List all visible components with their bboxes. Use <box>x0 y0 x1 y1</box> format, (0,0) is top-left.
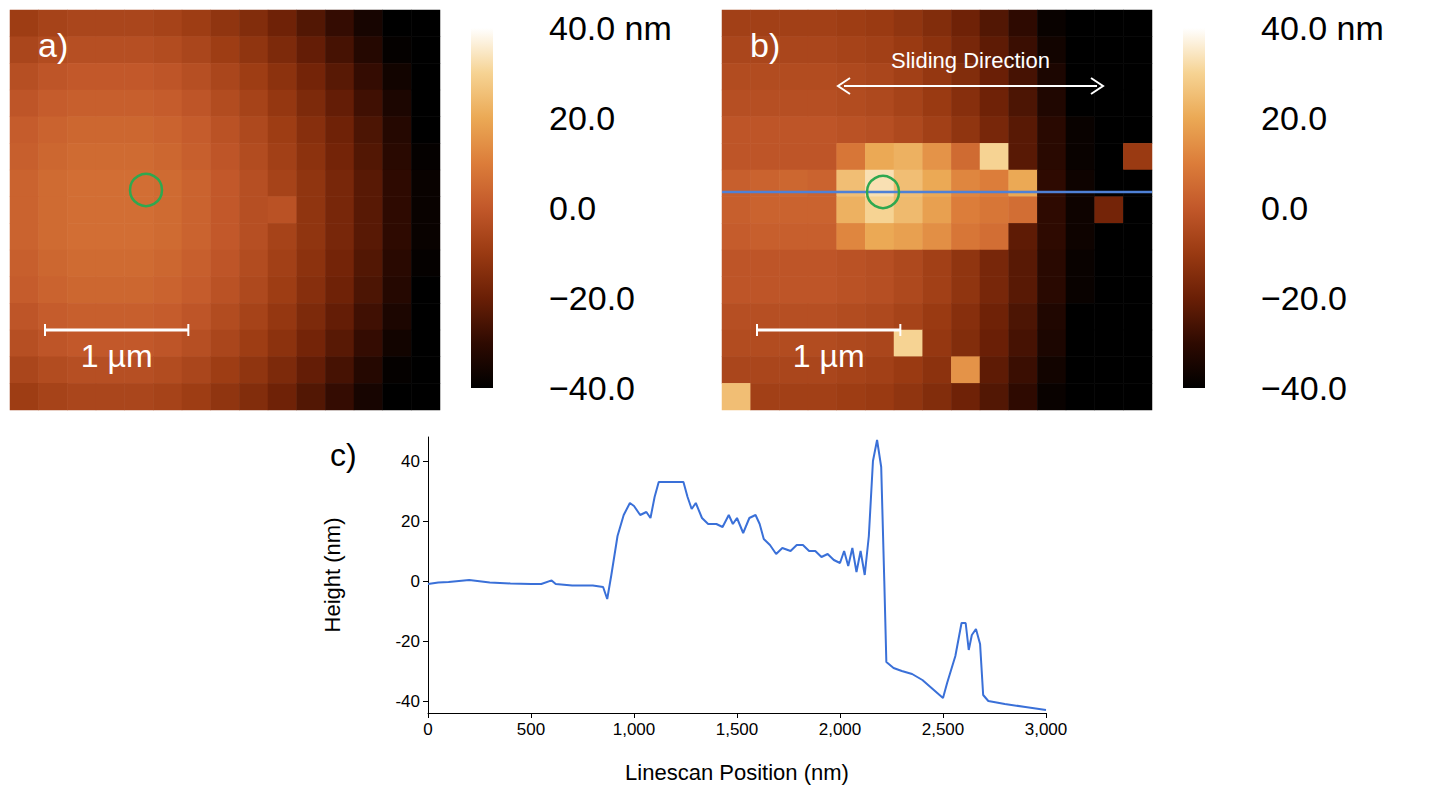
svg-text:0: 0 <box>411 572 420 591</box>
svg-text:Linescan Position (nm): Linescan Position (nm) <box>625 760 849 785</box>
svg-text:-20: -20 <box>395 632 420 651</box>
svg-text:40: 40 <box>401 452 420 471</box>
svg-text:c): c) <box>330 437 357 473</box>
svg-text:Sliding Direction: Sliding Direction <box>891 48 1050 73</box>
svg-text:3,000: 3,000 <box>1025 720 1068 739</box>
svg-text:0.0: 0.0 <box>1261 189 1308 227</box>
svg-text:1,500: 1,500 <box>716 720 759 739</box>
svg-text:0: 0 <box>423 720 432 739</box>
svg-text:0.0: 0.0 <box>549 189 596 227</box>
svg-text:40.0 nm: 40.0 nm <box>549 9 672 47</box>
svg-text:-40: -40 <box>395 692 420 711</box>
svg-text:Height (nm): Height (nm) <box>320 518 345 633</box>
svg-text:2,000: 2,000 <box>819 720 862 739</box>
svg-text:20.0: 20.0 <box>549 99 615 137</box>
svg-text:1 µm: 1 µm <box>793 338 865 374</box>
svg-text:−40.0: −40.0 <box>549 369 635 407</box>
svg-text:a): a) <box>38 26 68 64</box>
svg-text:1,000: 1,000 <box>613 720 656 739</box>
svg-text:−20.0: −20.0 <box>549 279 635 317</box>
svg-text:500: 500 <box>517 720 545 739</box>
svg-text:20.0: 20.0 <box>1261 99 1327 137</box>
svg-text:b): b) <box>750 26 780 64</box>
svg-text:40.0 nm: 40.0 nm <box>1261 9 1384 47</box>
svg-text:1 µm: 1 µm <box>81 338 153 374</box>
svg-text:−40.0: −40.0 <box>1261 369 1347 407</box>
svg-text:−20.0: −20.0 <box>1261 279 1347 317</box>
svg-text:20: 20 <box>401 512 420 531</box>
svg-text:2,500: 2,500 <box>922 720 965 739</box>
